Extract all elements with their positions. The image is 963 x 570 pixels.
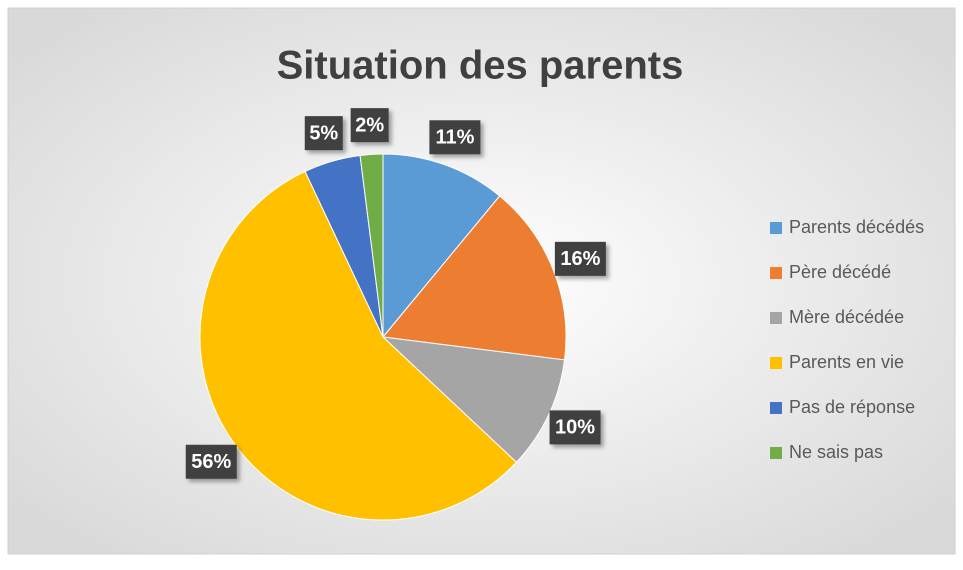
data-label-box	[185, 444, 237, 479]
legend-swatch	[770, 357, 782, 369]
chart-title: Situation des parents	[277, 44, 684, 88]
legend-swatch	[770, 402, 782, 414]
data-label-box	[554, 241, 606, 276]
legend-swatch	[770, 447, 782, 459]
data-label-box	[304, 116, 343, 151]
data-label: 10%	[555, 417, 595, 439]
data-label-box	[429, 120, 481, 155]
legend-label: Parents décédés	[789, 217, 924, 237]
pie-slice	[382, 153, 501, 339]
data-label: 2%	[355, 114, 384, 136]
legend-label: Ne sais pas	[789, 442, 883, 462]
legend-label: Père décédé	[789, 262, 891, 282]
legend-swatch	[770, 312, 782, 324]
data-label: 11%	[435, 127, 474, 149]
legend-label: Mère décédée	[789, 307, 904, 327]
data-label-box	[549, 410, 601, 445]
legend-label: Parents en vie	[789, 352, 904, 372]
pie-slice	[359, 153, 384, 338]
data-label: 56%	[191, 451, 231, 473]
legend-label: Pas de réponse	[789, 397, 915, 417]
data-label: 5%	[309, 122, 338, 144]
legend-swatch	[770, 222, 782, 234]
pie-slice	[381, 336, 566, 463]
data-label-box	[350, 108, 389, 143]
legend-swatch	[770, 267, 782, 279]
pie-slice	[382, 195, 567, 361]
pie-slice	[199, 170, 518, 521]
data-label: 16%	[560, 248, 600, 270]
